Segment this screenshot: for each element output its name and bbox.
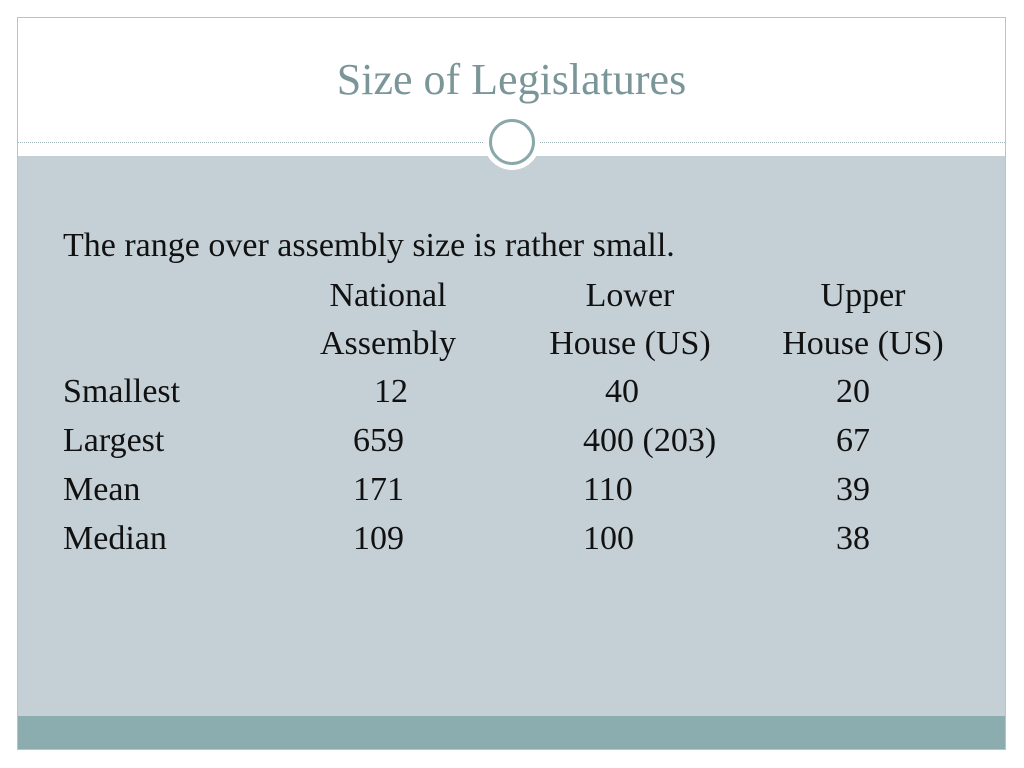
slide-title: Size of Legislatures xyxy=(336,55,687,104)
header-national-line1: National xyxy=(329,277,447,314)
slide-body: The range over assembly size is rather s… xyxy=(18,18,1005,749)
row-label-mean: Mean xyxy=(63,471,141,508)
cell-mean-lower: 110 xyxy=(583,471,633,508)
cell-smallest-lower: 40 xyxy=(605,373,639,410)
footer-bar xyxy=(18,716,1005,749)
header-lower-line1: Lower xyxy=(585,277,675,314)
cell-median-national: 109 xyxy=(353,520,404,557)
header-lower-line2: House (US) xyxy=(549,325,711,362)
cell-smallest-national: 12 xyxy=(374,373,408,410)
slide: Size of Legislatures The range over asse… xyxy=(17,17,1006,750)
ring-icon xyxy=(489,119,535,165)
cell-mean-national: 171 xyxy=(353,471,404,508)
cell-largest-national: 659 xyxy=(353,422,404,459)
row-label-median: Median xyxy=(63,520,167,557)
cell-largest-upper: 67 xyxy=(836,422,870,459)
header-upper-line2: House (US) xyxy=(782,325,944,362)
content-panel xyxy=(18,156,1005,716)
circle-ornament xyxy=(484,114,540,170)
cell-largest-lower: 400 (203) xyxy=(583,422,717,459)
intro-text: The range over assembly size is rather s… xyxy=(63,227,675,264)
cell-mean-upper: 39 xyxy=(836,471,870,508)
header-upper-line1: Upper xyxy=(820,277,906,314)
row-label-largest: Largest xyxy=(63,422,165,459)
header-national-line2: Assembly xyxy=(320,325,456,362)
cell-median-upper: 38 xyxy=(836,520,870,557)
cell-median-lower: 100 xyxy=(583,520,634,557)
cell-smallest-upper: 20 xyxy=(836,373,870,410)
row-label-smallest: Smallest xyxy=(63,373,181,410)
